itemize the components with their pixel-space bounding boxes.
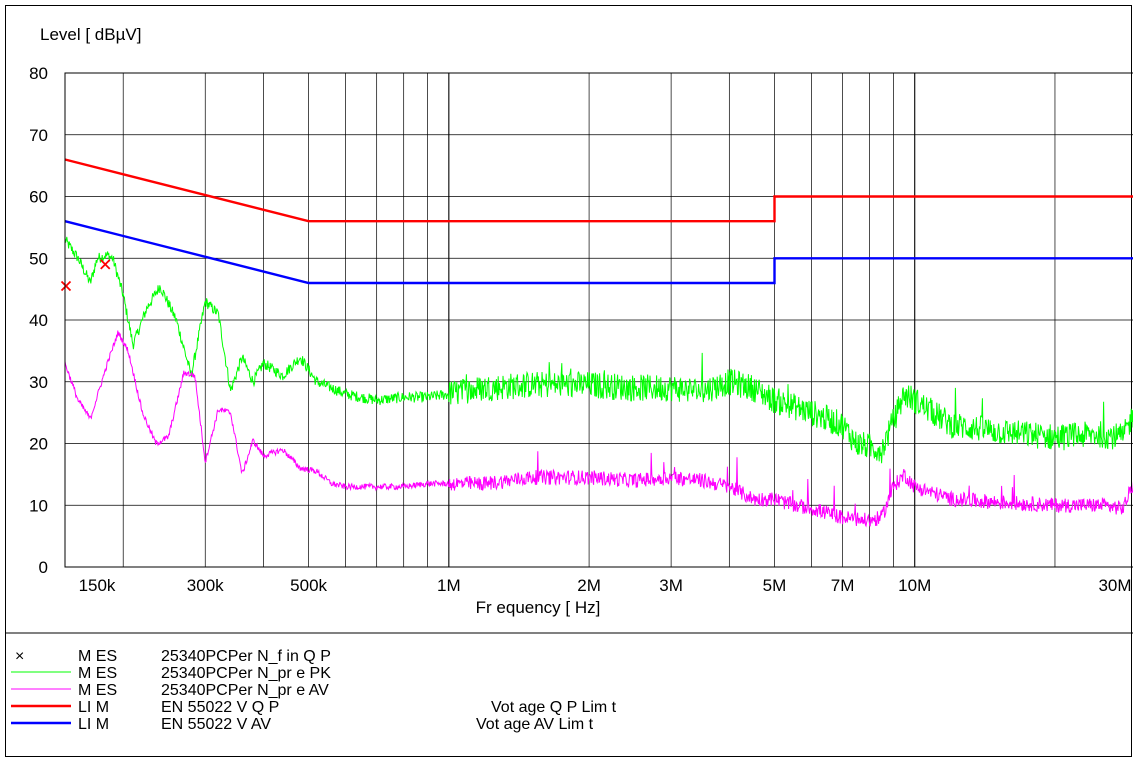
x-axis-ticks: 150k 300k 500k 1M 2M 3M 5M 7M 10M 30M [79, 576, 1132, 595]
x-tick-label: 2M [577, 576, 601, 595]
legend-prefix: M ES [78, 665, 117, 682]
x-tick-label: 7M [831, 576, 855, 595]
qp-marker-stroke [60, 280, 72, 292]
x-axis-label: Fr equency [ Hz] [476, 598, 601, 617]
legend-row: × M ES 25340PCPer N_f in Q P [15, 648, 331, 665]
trace-line-1 [64, 236, 1133, 464]
y-tick-label: 10 [29, 496, 48, 515]
legend-prefix: LI M [78, 699, 109, 716]
y-axis-ticks: 0 10 20 30 40 50 60 70 80 [29, 64, 48, 577]
limit-lines [64, 158, 1133, 285]
measurement-traces [64, 236, 1133, 528]
y-tick-label: 40 [29, 311, 48, 330]
legend-row: LI M EN 55022 V Q P Vot age Q P Lim t [11, 699, 617, 716]
qp-marker [100, 259, 111, 270]
legend-prefix: M ES [78, 648, 117, 665]
y-axis-label: Level [ dBµV] [40, 25, 141, 44]
legend: × M ES 25340PCPer N_f in Q P M ES 25340PCPer… [11, 648, 617, 733]
legend-note: Vot age Q P Lim t [491, 699, 617, 716]
x-tick-label: 150k [79, 576, 116, 595]
grid [65, 72, 1133, 568]
legend-note: Vot age AV Lim t [476, 716, 594, 733]
y-tick-label: 50 [29, 249, 48, 268]
legend-prefix: M ES [78, 682, 117, 699]
x-tick-label: 1M [437, 576, 461, 595]
limit-line-4 [64, 220, 1133, 285]
plot-border [64, 72, 1133, 568]
y-tick-label: 60 [29, 188, 48, 207]
y-tick-label: 20 [29, 435, 48, 454]
legend-name: 25340PCPer N_pr e AV [161, 682, 329, 699]
y-tick-label: 0 [39, 558, 48, 577]
qp-marker [60, 280, 72, 292]
x-tick-label: 30M [1098, 576, 1131, 595]
y-tick-label: 80 [29, 64, 48, 83]
legend-name: EN 55022 V AV [161, 716, 271, 733]
trace-line-2 [64, 330, 1133, 528]
y-tick-label: 70 [29, 126, 48, 145]
legend-prefix: LI M [78, 716, 109, 733]
legend-row: M ES 25340PCPer N_pr e AV [11, 682, 329, 699]
y-tick-label: 30 [29, 373, 48, 392]
legend-name: EN 55022 V Q P [161, 699, 279, 716]
x-tick-label: 3M [659, 576, 683, 595]
legend-row: M ES 25340PCPer N_pr e PK [11, 665, 331, 682]
x-tick-label: 10M [898, 576, 931, 595]
qp-markers [60, 259, 111, 292]
legend-row: LI M EN 55022 V AV Vot age AV Lim t [11, 716, 594, 733]
x-tick-label: 500k [290, 576, 327, 595]
x-tick-label: 5M [763, 576, 787, 595]
qp-marker-stroke [100, 259, 111, 270]
emi-chart: 0 10 20 30 40 50 60 70 80 150k 300k 500k 1M 2M 3M 5M 7M… [6, 25, 1133, 733]
legend-name: 25340PCPer N_f in Q P [161, 648, 331, 665]
legend-marker-cross: × [15, 648, 24, 665]
limit-line-3 [64, 158, 1133, 223]
x-tick-label: 300k [187, 576, 224, 595]
legend-name: 25340PCPer N_pr e PK [161, 665, 331, 682]
chart-frame: 0 10 20 30 40 50 60 70 80 150k 300k 500k 1M 2M 3M 5M 7M… [5, 5, 1133, 757]
